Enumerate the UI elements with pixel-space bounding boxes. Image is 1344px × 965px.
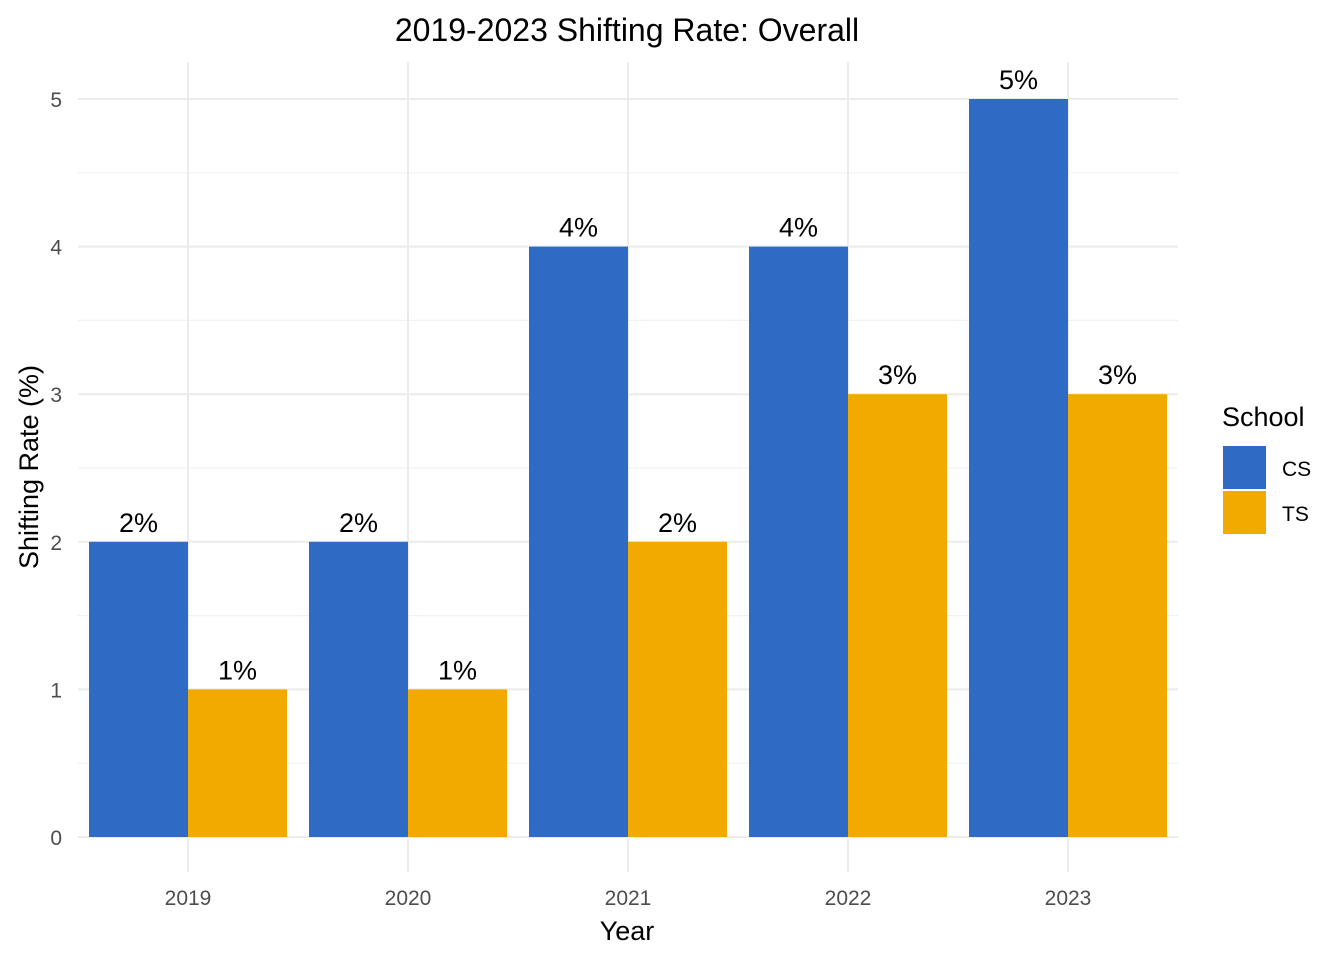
y-tick-label: 0 [50, 827, 62, 850]
bar-ts-2019 [188, 689, 287, 837]
bar-cs-2023 [969, 99, 1068, 837]
bar-ts-2020 [408, 689, 507, 837]
bar-label-ts-2022: 3% [878, 360, 917, 390]
x-tick-label: 2023 [1045, 887, 1092, 910]
bar-label-cs-2019: 2% [119, 508, 158, 538]
y-tick-label: 5 [50, 89, 62, 112]
bar-label-cs-2023: 5% [999, 65, 1038, 95]
y-tick-label: 2 [50, 532, 62, 555]
bar-label-ts-2020: 1% [438, 655, 477, 685]
x-tick-label: 2019 [165, 887, 212, 910]
x-axis-label: Year [600, 916, 655, 946]
bar-cs-2022 [749, 246, 848, 838]
legend: School CS TS [1222, 402, 1311, 534]
bar-ts-2023 [1068, 394, 1167, 837]
y-tick-label: 3 [50, 384, 62, 407]
bar-label-cs-2022: 4% [779, 213, 818, 243]
legend-swatch-ts [1223, 491, 1266, 534]
legend-label-ts: TS [1282, 503, 1309, 526]
bars [89, 99, 1167, 838]
legend-label-cs: CS [1282, 458, 1311, 481]
x-axis-tick-labels: 2019 2020 2021 2022 2023 [165, 887, 1092, 910]
bar-cs-2021 [529, 246, 628, 838]
chart-title: 2019-2023 Shifting Rate: Overall [395, 12, 859, 48]
bar-value-labels: 2% 2% 4% 4% 5% 1% 1% 2% 3% 3% [119, 65, 1137, 685]
y-axis-tick-labels: 0 1 2 3 4 5 [50, 89, 62, 850]
bar-ts-2021 [628, 541, 727, 837]
bar-label-ts-2019: 1% [218, 655, 257, 685]
y-axis-label: Shifting Rate (%) [14, 365, 44, 569]
x-tick-label: 2022 [825, 887, 872, 910]
bar-cs-2019 [89, 541, 188, 837]
x-tick-label: 2020 [385, 887, 432, 910]
legend-title: School [1222, 402, 1305, 432]
bar-label-ts-2021: 2% [658, 508, 697, 538]
bar-label-cs-2020: 2% [339, 508, 378, 538]
bar-label-ts-2023: 3% [1098, 360, 1137, 390]
legend-swatch-cs [1223, 446, 1266, 489]
bar-label-cs-2021: 4% [559, 213, 598, 243]
bar-cs-2020 [309, 541, 408, 837]
legend-items: CS TS [1223, 446, 1311, 534]
x-tick-label: 2021 [605, 887, 652, 910]
y-tick-label: 1 [50, 679, 62, 702]
bar-ts-2022 [848, 394, 947, 837]
y-tick-label: 4 [50, 237, 62, 260]
